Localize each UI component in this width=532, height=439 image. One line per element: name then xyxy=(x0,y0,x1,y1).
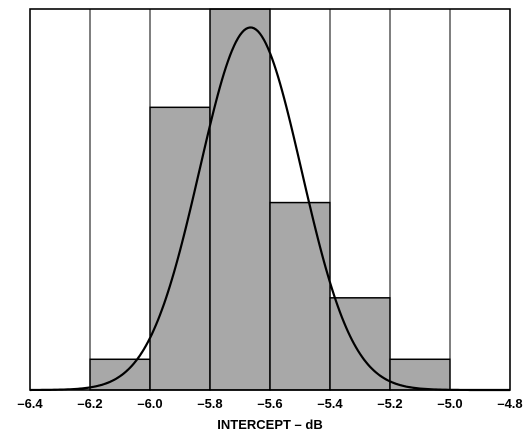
x-tick-label: –6.2 xyxy=(77,396,102,411)
x-tick-label: –5.0 xyxy=(437,396,462,411)
x-tick-label: –6.0 xyxy=(137,396,162,411)
x-tick-label: –5.4 xyxy=(317,396,343,411)
plot-frame xyxy=(29,8,511,391)
histogram-bars xyxy=(89,8,451,391)
x-tick-label: –5.2 xyxy=(377,396,402,411)
x-tick-labels: –6.4 –6.2 –6.0 –5.8 –5.6 –5.4 –5.2 –5.0 –4.8 xyxy=(17,396,522,411)
x-tick-label: –5.6 xyxy=(257,396,282,411)
histogram-bar xyxy=(209,8,271,391)
x-tick-label: –4.8 xyxy=(497,396,522,411)
x-tick-label: –5.8 xyxy=(197,396,222,411)
histogram-bar xyxy=(269,201,331,391)
x-axis-title: INTERCEPT – dB xyxy=(217,417,322,432)
x-tick-label: –6.4 xyxy=(17,396,43,411)
